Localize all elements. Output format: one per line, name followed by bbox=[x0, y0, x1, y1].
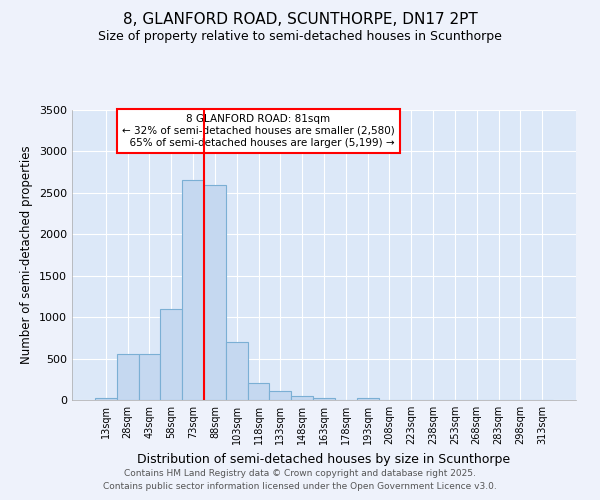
Bar bbox=[204, 184, 226, 400]
Bar bbox=[248, 384, 269, 400]
Bar bbox=[95, 398, 117, 400]
X-axis label: Distribution of semi-detached houses by size in Scunthorpe: Distribution of semi-detached houses by … bbox=[137, 452, 511, 466]
Bar bbox=[139, 354, 160, 400]
Bar bbox=[291, 396, 313, 400]
Bar bbox=[160, 309, 182, 400]
Text: 8, GLANFORD ROAD, SCUNTHORPE, DN17 2PT: 8, GLANFORD ROAD, SCUNTHORPE, DN17 2PT bbox=[122, 12, 478, 28]
Bar bbox=[357, 398, 379, 400]
Bar bbox=[226, 342, 248, 400]
Text: Contains HM Land Registry data © Crown copyright and database right 2025.: Contains HM Land Registry data © Crown c… bbox=[124, 468, 476, 477]
Text: Size of property relative to semi-detached houses in Scunthorpe: Size of property relative to semi-detach… bbox=[98, 30, 502, 43]
Text: 8 GLANFORD ROAD: 81sqm
← 32% of semi-detached houses are smaller (2,580)
  65% o: 8 GLANFORD ROAD: 81sqm ← 32% of semi-det… bbox=[122, 114, 395, 148]
Y-axis label: Number of semi-detached properties: Number of semi-detached properties bbox=[20, 146, 34, 364]
Bar bbox=[117, 354, 139, 400]
Text: Contains public sector information licensed under the Open Government Licence v3: Contains public sector information licen… bbox=[103, 482, 497, 491]
Bar bbox=[182, 180, 204, 400]
Bar bbox=[269, 391, 291, 400]
Bar bbox=[313, 398, 335, 400]
